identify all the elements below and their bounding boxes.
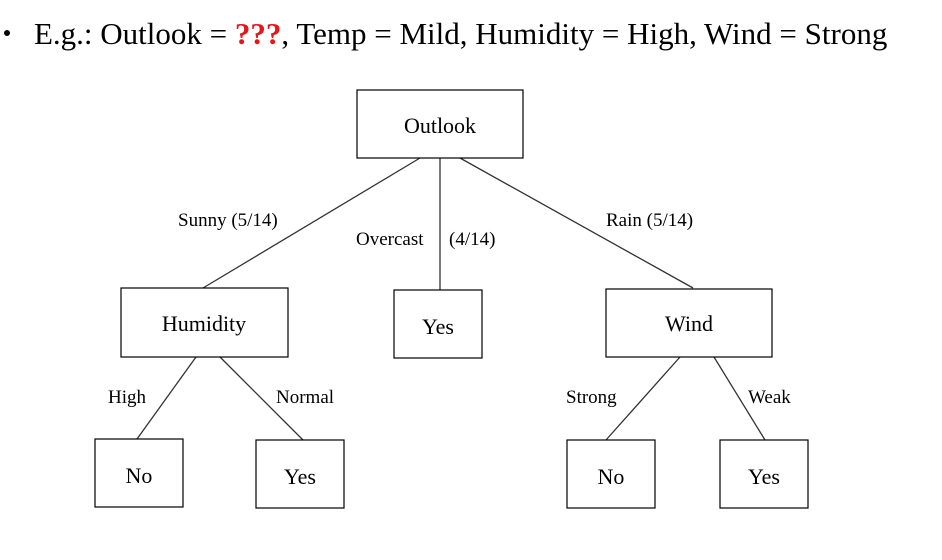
edge-label-weak: Weak [748,387,791,408]
edge-wind-strong [605,356,681,441]
edge-label-overcast-count: (4/14) [449,229,495,250]
edge-humidity-normal [219,356,304,441]
edge-label-strong: Strong [566,387,617,408]
node-overcast-yes: Yes [393,289,483,359]
example-prefix: E.g.: Outlook = [34,16,235,51]
node-weak-yes-label: Yes [748,464,780,489]
edge-label-rain: Rain (5/14) [606,210,693,231]
edge-label-overcast: Overcast [356,229,424,250]
node-high-no-label: No [126,463,153,488]
node-humidity: Humidity [120,287,289,358]
example-query: E.g.: Outlook = ???, Temp = Mild, Humidi… [34,14,887,54]
node-humidity-label: Humidity [162,311,246,336]
edge-label-high: High [108,387,147,408]
node-wind-label: Wind [665,311,713,336]
edge-outlook-humidity [202,157,421,289]
node-overcast-yes-label: Yes [422,314,454,339]
node-normal-yes-label: Yes [284,464,316,489]
node-outlook: Outlook [356,89,524,159]
edge-humidity-high [136,356,197,440]
unknown-value: ??? [234,16,282,51]
edge-wind-weak [713,356,766,441]
edge-label-sunny: Sunny (5/14) [178,210,278,231]
node-strong-no-label: No [598,464,625,489]
node-weak-yes: Yes [719,439,809,509]
bullet-point [4,30,10,36]
node-outlook-label: Outlook [404,113,476,138]
node-strong-no: No [566,439,656,509]
node-wind: Wind [605,288,773,358]
node-high-no: No [94,438,184,508]
node-normal-yes: Yes [255,439,345,509]
example-rest: , Temp = Mild, Humidity = High, Wind = S… [281,16,888,51]
edge-outlook-wind [459,157,694,289]
edge-label-normal: Normal [276,387,334,408]
